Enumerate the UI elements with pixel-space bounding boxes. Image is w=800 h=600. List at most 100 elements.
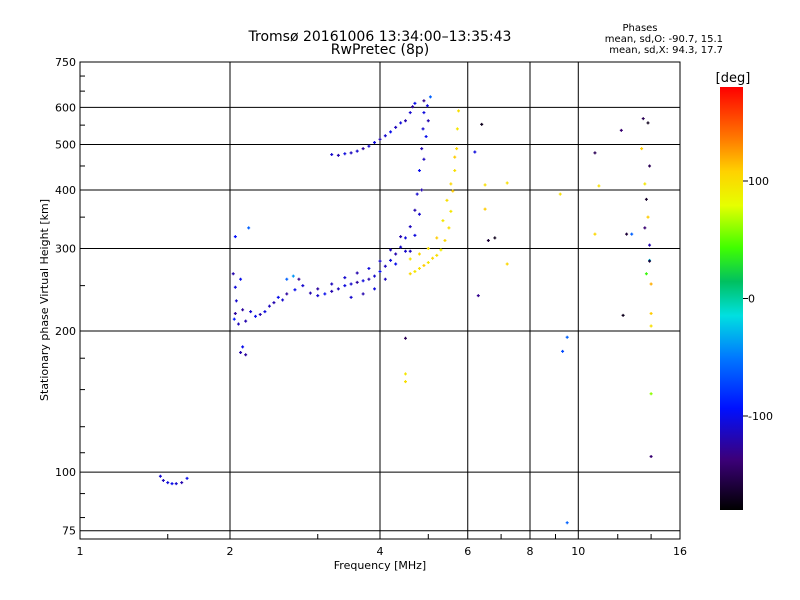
data-point bbox=[383, 277, 387, 281]
data-point bbox=[648, 164, 652, 168]
series-o-mode-high-trace bbox=[330, 101, 417, 157]
data-point bbox=[441, 219, 445, 223]
data-point bbox=[367, 144, 371, 148]
data-point bbox=[233, 312, 237, 316]
data-point bbox=[161, 478, 165, 482]
data-point bbox=[316, 287, 320, 291]
data-point bbox=[408, 257, 412, 261]
data-point bbox=[330, 282, 334, 286]
data-point bbox=[455, 127, 459, 131]
data-point bbox=[272, 301, 276, 305]
data-point bbox=[253, 314, 257, 318]
data-point bbox=[249, 310, 253, 314]
data-point bbox=[166, 481, 170, 485]
data-point bbox=[486, 239, 490, 243]
data-point bbox=[593, 232, 597, 236]
plot-frame bbox=[79, 61, 681, 540]
data-point bbox=[413, 101, 417, 105]
colorbar-ticks: 100 0 -100 bbox=[743, 175, 773, 423]
data-point bbox=[241, 308, 245, 312]
data-point bbox=[239, 277, 243, 281]
data-point bbox=[408, 225, 412, 229]
x-tick-label: 6 bbox=[464, 545, 471, 558]
data-point bbox=[424, 135, 428, 139]
data-point bbox=[234, 299, 238, 303]
data-point bbox=[244, 353, 248, 357]
colorbar-label: [deg] bbox=[716, 71, 751, 86]
data-point bbox=[403, 380, 407, 384]
data-point bbox=[443, 239, 447, 243]
chart-subtitle: RwPretec (8p) bbox=[331, 42, 429, 58]
data-point bbox=[383, 134, 387, 138]
data-point bbox=[415, 192, 419, 196]
data-point bbox=[449, 182, 453, 186]
data-point bbox=[378, 259, 382, 263]
data-point bbox=[426, 261, 430, 265]
data-point bbox=[408, 111, 412, 115]
data-point bbox=[483, 183, 487, 187]
data-point bbox=[281, 298, 285, 302]
data-point bbox=[297, 277, 301, 281]
data-point bbox=[399, 121, 403, 125]
data-point bbox=[301, 284, 305, 288]
x-tick-label: 8 bbox=[527, 545, 534, 558]
x-axis-ticks: 1 2 4 6 8 10 16 bbox=[77, 534, 687, 558]
data-point bbox=[505, 262, 509, 266]
data-point bbox=[349, 151, 353, 155]
data-point bbox=[426, 119, 430, 123]
colorbar-tick-label: 100 bbox=[748, 175, 769, 188]
data-point bbox=[649, 324, 653, 328]
data-point bbox=[383, 264, 387, 268]
colorbar: [deg] 100 0 -100 bbox=[716, 71, 773, 510]
data-point bbox=[185, 476, 189, 480]
data-point bbox=[403, 249, 407, 253]
data-point bbox=[236, 322, 240, 326]
data-point bbox=[316, 294, 320, 298]
data-point bbox=[389, 248, 393, 252]
data-point bbox=[420, 147, 424, 151]
data-point bbox=[413, 208, 417, 212]
data-point bbox=[449, 209, 453, 213]
y-tick-label: 300 bbox=[55, 243, 76, 256]
y-tick-label: 75 bbox=[62, 525, 76, 538]
data-point bbox=[561, 349, 565, 353]
data-point bbox=[417, 252, 421, 256]
data-point bbox=[394, 262, 398, 266]
data-point bbox=[399, 245, 403, 249]
data-point bbox=[373, 274, 377, 278]
data-point bbox=[174, 482, 178, 486]
y-tick-label: 200 bbox=[55, 325, 76, 338]
legend-line-o: mean, sd,O: -90.7, 15.1 bbox=[605, 34, 723, 45]
data-point bbox=[408, 249, 412, 253]
x-tick-label: 1 bbox=[77, 545, 84, 558]
data-point bbox=[445, 198, 449, 202]
data-point bbox=[435, 236, 439, 240]
data-point bbox=[355, 149, 359, 153]
data-point bbox=[413, 233, 417, 237]
data-point bbox=[378, 269, 382, 273]
data-point bbox=[267, 304, 271, 308]
data-point bbox=[417, 266, 421, 270]
data-point bbox=[323, 292, 327, 296]
data-point bbox=[239, 350, 243, 354]
series-x-mode-f-trace bbox=[408, 109, 461, 276]
data-point bbox=[367, 266, 371, 270]
data-point bbox=[643, 226, 647, 230]
data-point bbox=[349, 295, 353, 299]
y-tick-label: 100 bbox=[55, 466, 76, 479]
data-point bbox=[343, 152, 347, 156]
data-point bbox=[621, 313, 625, 317]
data-point bbox=[231, 272, 235, 276]
data-point bbox=[330, 153, 334, 157]
data-point bbox=[649, 454, 653, 458]
data-point bbox=[247, 226, 251, 230]
data-point bbox=[422, 263, 426, 267]
colorbar-tick-label: 0 bbox=[748, 293, 755, 306]
data-point bbox=[343, 276, 347, 280]
data-point bbox=[258, 312, 262, 316]
chart-title-group: Tromsø 20161006 13:34:00–13:35:43 RwPret… bbox=[248, 29, 512, 58]
data-point bbox=[293, 288, 297, 292]
data-point bbox=[565, 335, 569, 339]
data-point bbox=[644, 197, 648, 201]
data-point bbox=[180, 481, 184, 485]
